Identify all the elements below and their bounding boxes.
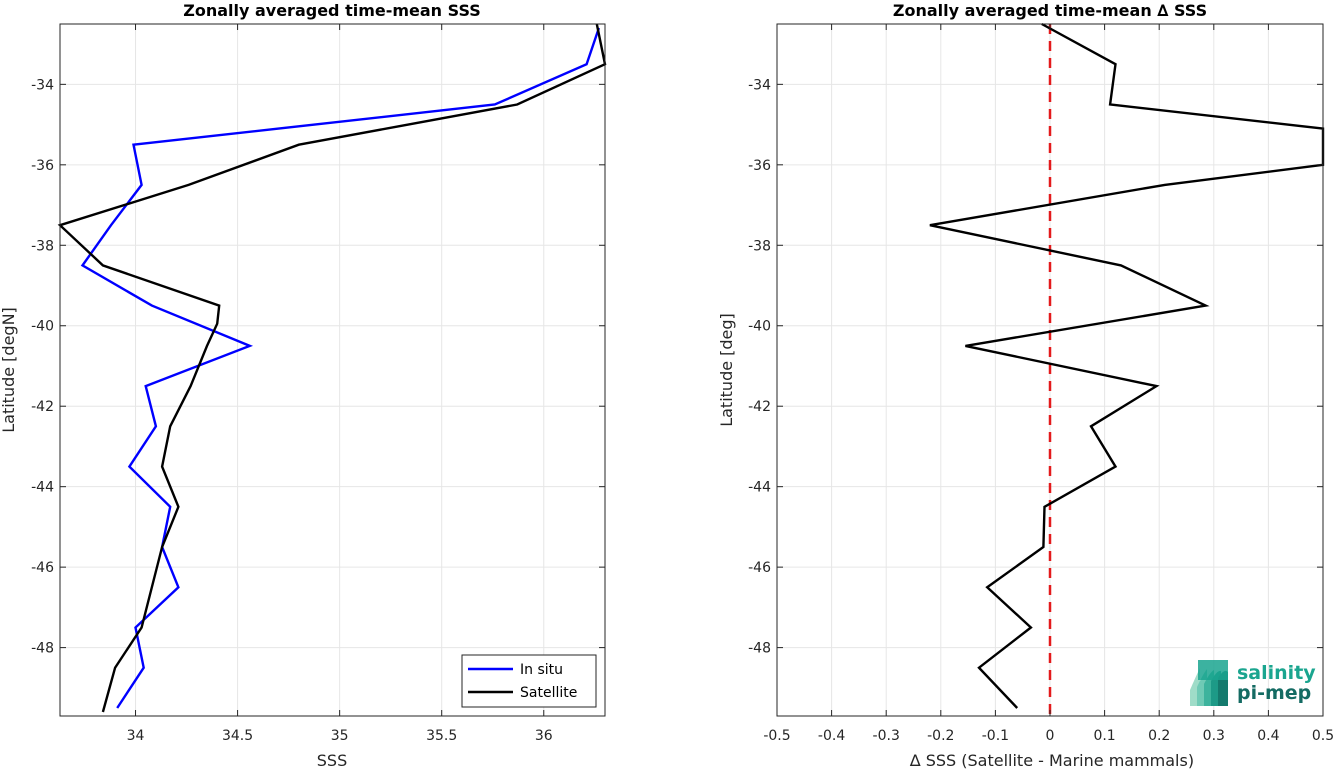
y-tick-label: -46: [31, 560, 54, 576]
x-tick-label: -0.1: [982, 728, 1009, 744]
y-tick-label: -44: [31, 480, 54, 496]
x-tick-label: -0.5: [763, 728, 790, 744]
x-tick-label: 35.5: [426, 728, 457, 744]
legend-box: [461, 654, 597, 708]
legend-label: Satellite: [520, 685, 577, 701]
x-tick-label: 35: [331, 728, 349, 744]
logo-mark-block: [1198, 660, 1228, 680]
y-tick-label: -44: [748, 480, 771, 496]
x-tick-label: 0.5: [1312, 728, 1334, 744]
x-tick-label: 0.3: [1203, 728, 1225, 744]
chart-title: Zonally averaged time-mean SSS: [183, 1, 481, 20]
y-tick-label: -40: [748, 319, 771, 335]
legend: In situ Satellite: [461, 654, 597, 708]
series-line-0: [929, 22, 1325, 709]
series-line-in-situ: [80, 27, 601, 709]
y-tick-label: -34: [748, 77, 771, 93]
y-tick-label: -38: [748, 238, 771, 254]
y-tick-label: -48: [31, 641, 54, 657]
logo-text-salinity: salinity: [1237, 662, 1316, 684]
x-tick-label: -0.3: [873, 728, 900, 744]
x-tick-label: 36: [535, 728, 553, 744]
x-tick-label: 34: [127, 728, 145, 744]
y-tick-label: -36: [748, 158, 771, 174]
x-tick-label: 0: [1046, 728, 1055, 744]
x-tick-label: -0.2: [927, 728, 954, 744]
x-tick-label: 0.1: [1093, 728, 1115, 744]
x-axis-label: ∆ SSS (Satellite - Marine mammals): [909, 751, 1194, 769]
logo-text-pi-mep: pi-mep: [1237, 682, 1311, 704]
x-tick-label: -0.4: [818, 728, 845, 744]
chart-title: Zonally averaged time-mean ∆ SSS: [893, 1, 1207, 20]
axes-box: [59, 23, 606, 717]
y-tick-label: -42: [748, 399, 771, 415]
y-tick-label: -38: [31, 238, 54, 254]
legend-label: In situ: [520, 662, 563, 678]
y-tick-label: -36: [31, 158, 54, 174]
y-axis-label: Latitude [degN]: [0, 307, 18, 433]
x-tick-label: 0.2: [1148, 728, 1170, 744]
panel-delta-sss: -0.5 -0.4 -0.3 -0.2 -0.1 0 0.1 0.2 0.3 0.4 0.5 -34 -…: [717, 1, 1334, 769]
y-tick-label: -40: [31, 319, 54, 335]
x-tick-label: 34.5: [222, 728, 253, 744]
y-tick-label: -48: [748, 641, 771, 657]
y-tick-label: -46: [748, 560, 771, 576]
panel-sss: 34 34.5 35 35.5 36 -34 -36 -38 -40 -42 -44 -46 -48 Zo…: [0, 1, 607, 769]
y-axis-label: Latitude [deg]: [717, 313, 736, 427]
series-line-satellite: [57, 23, 607, 713]
y-tick-label: -42: [31, 399, 54, 415]
x-tick-label: 0.4: [1257, 728, 1279, 744]
y-tick-label: -34: [31, 77, 54, 93]
x-axis-label: SSS: [317, 751, 347, 769]
